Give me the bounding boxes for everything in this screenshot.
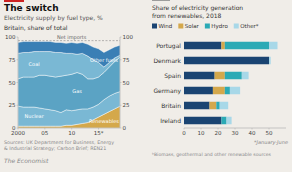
bar-segment [215,72,225,80]
source-line: Sources: UK Department for Business, Ene… [4,140,114,145]
series-label: Net imports [57,34,87,41]
bar-segment [227,117,232,125]
x-tick-label: 05 [41,130,48,136]
y2-tick [120,128,122,129]
bar-segment [184,72,215,80]
title: Share of electricity generation [152,4,243,12]
bar-segment [213,87,225,95]
category-label: Ireland [160,117,181,124]
bar-segment [225,72,242,80]
bar-segment [216,102,219,110]
bar-segment [184,57,269,65]
series-label: Renewables [89,118,119,124]
y2-tick-label: 50 [123,80,130,86]
category-label: Germany [153,87,181,95]
x-axis [18,128,120,129]
accent-bar [4,0,24,2]
x-tick-label: 15* [94,130,104,136]
note: ᵇBiomass, geothermal and other renewable… [152,152,272,157]
x-tick-label: 0 [182,130,186,136]
y2-tick-label: 75 [123,57,130,63]
y2-tick [120,37,122,38]
legend-swatch [234,24,239,29]
plot-area [18,41,120,128]
x-tick-label: 10 [68,130,75,136]
bar-segment [221,42,224,50]
plot-area [184,42,278,125]
y-tick-label: 25 [9,102,16,108]
x-tick-label: 30 [232,130,239,136]
bar-segment [184,102,210,110]
legend-label: Other* [240,23,259,29]
note: *January-June [254,139,288,146]
y2-tick-label: 25 [123,102,130,108]
legend-label: Hydro [211,23,228,30]
x-tick-label: 10 [198,130,205,136]
y-tick-label: 0 [12,125,16,131]
line-series [18,40,120,41]
y-axis [18,37,19,128]
series-label: Other fuels [90,57,118,63]
footer: The Economist [4,157,49,164]
x-tick-label: 50 [266,130,273,136]
legend-swatch [178,24,183,29]
bar-segment [220,102,229,110]
y-tick [17,37,19,38]
bar-segment [184,42,221,50]
bar-segment [230,87,240,95]
series-label: Nuclear [24,113,44,119]
chart-root: The switchElectricity supply by fuel typ… [0,0,292,172]
y2-tick [120,59,122,60]
y-tick [17,59,19,60]
source-line: & Industrial Strategy; Carbon Brief; REN… [4,146,106,151]
bar-segment [269,57,271,65]
accent-rule [152,0,170,1]
category-label: Portugal [156,42,181,50]
category-label: Britain [161,102,181,109]
y-tick-label: 75 [9,57,16,63]
legend-label: Wind [159,23,173,29]
y-tick-label: 100 [5,34,16,40]
legend-swatch [152,24,157,29]
bar-segment [225,42,269,50]
bar-segment [225,87,230,95]
series-label: Gas [72,88,82,94]
title: The switch [4,3,59,13]
bar-segment [221,117,226,125]
y-tick-label: 50 [9,80,16,86]
legend-label: Solar [185,23,200,29]
x-axis [184,128,286,129]
legend-swatch [205,24,210,29]
y-tick [17,82,19,83]
y2-tick [120,82,122,83]
y-tick [17,128,19,129]
category-label: Spain [164,72,181,80]
area-series [18,42,120,67]
category-label: Denmark [153,57,181,64]
bar-segment [184,117,221,125]
y2-tick-label: 100 [123,34,134,40]
bar-segment [242,72,249,80]
y2-tick [120,105,122,106]
y2-axis [120,37,121,128]
bar-segment [184,87,213,95]
series-label: Coal [29,61,40,67]
y-tick [17,105,19,106]
panel-subtitle: Britain, share of total [4,24,68,31]
x-tick-label: 40 [249,130,256,136]
subtitle: Electricity supply by fuel type, % [4,14,103,22]
bar-segment [269,42,278,50]
subtitle: from renewables, 2018 [152,12,222,19]
bar-segment [210,102,217,110]
x-tick-label: 20 [215,130,222,136]
y2-tick-label: 0 [123,125,127,131]
source: Sources: UK Department for Business, Ene… [4,140,114,151]
